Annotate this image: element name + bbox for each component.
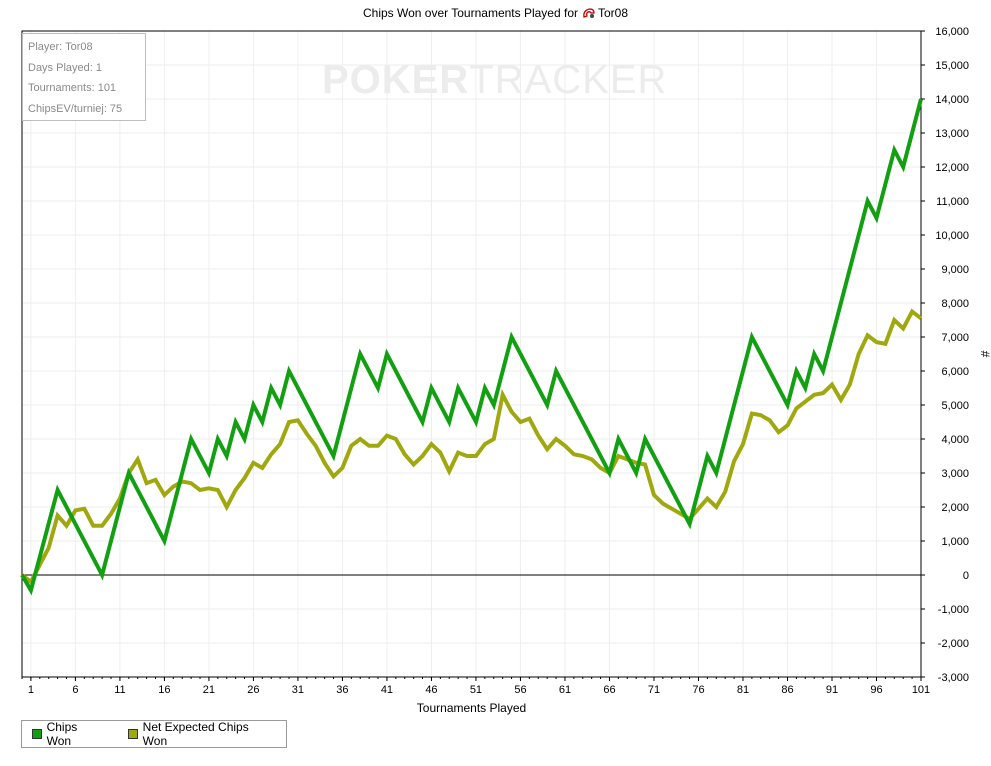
y-tick-label: 13,000 [935, 128, 969, 140]
x-tick-label: 66 [603, 684, 615, 696]
chart-title-text: Chips Won over Tournaments Played for [362, 6, 578, 20]
y-tick-label: 0 [963, 570, 969, 582]
watermark-bold: POKER [322, 58, 470, 102]
y-tick-label: 15,000 [935, 60, 969, 72]
y-tick-label: 12,000 [935, 162, 969, 174]
plot-border [21, 30, 922, 678]
series-line-chips-won [20, 98, 923, 596]
legend-label-chips-won: Chips Won [46, 720, 78, 748]
series-group [20, 98, 923, 596]
y-tick-label: 16,000 [935, 26, 969, 38]
x-tick-label: 21 [203, 684, 215, 696]
info-days-played: Days Played: 1 [28, 61, 102, 74]
axes [21, 30, 925, 681]
x-tick-label: 56 [514, 684, 526, 696]
y-tick-label: -1,000 [938, 604, 969, 616]
chart-title: Chips Won over Tournaments Played for Tor… [0, 6, 991, 22]
x-tick-label: 16 [158, 684, 170, 696]
x-axis-label: Tournaments Played [417, 701, 526, 715]
legend-label-net-expected: Net Expected Chips Won [142, 720, 249, 748]
x-tick-label: 46 [425, 684, 437, 696]
pokertracker-watermark: POKERTRACKER [322, 58, 667, 103]
x-tick-label: 11 [114, 684, 125, 696]
info-tournaments: Tournaments: 101 [28, 82, 117, 94]
tick-labels: -3,000 -2,000 -1,000 0 1,000 2,000 3,000 4,000 5… [28, 26, 991, 715]
legend-swatch-chips-won [32, 729, 42, 739]
x-tick-label: 61 [559, 684, 571, 696]
x-tick-label: 96 [870, 684, 882, 696]
x-tick-label: 71 [648, 684, 660, 696]
y-axis-label: # [978, 351, 991, 358]
y-tick-label: 14,000 [935, 94, 969, 106]
info-chipsev: ChipsEV/turniej: 75 [28, 102, 123, 115]
chart-title-player: Tor08 [597, 6, 629, 20]
legend: Chips Won Net Expected Chips Won [21, 720, 287, 748]
y-tick-label: -3,000 [938, 672, 969, 684]
x-tick-label: 36 [336, 684, 348, 696]
x-tick-label: 31 [292, 684, 304, 696]
watermark-thin: TRACKER [469, 58, 668, 102]
series-line-net-expected [20, 308, 923, 585]
y-tick-label: 9,000 [941, 264, 969, 276]
y-tick-label: 10,000 [935, 230, 969, 242]
x-tick-label: 6 [72, 684, 78, 696]
info-player: Player: Tor08 [28, 41, 93, 53]
y-tick-label: 5,000 [941, 400, 969, 412]
y-tick-label: 3,000 [941, 468, 969, 480]
y-tick-label: 6,000 [941, 366, 969, 378]
legend-item-chips-won: Chips Won [32, 720, 102, 748]
legend-swatch-net-expected [128, 729, 138, 739]
y-tick-label: 11,000 [936, 196, 969, 208]
x-tick-label: 51 [470, 684, 482, 696]
x-tick-label: 76 [692, 684, 704, 696]
x-tick-label: 81 [737, 684, 749, 696]
legend-item-net-expected: Net Expected Chips Won [128, 720, 270, 748]
x-tick-label: 86 [781, 684, 793, 696]
y-tick-label: 1,000 [941, 536, 969, 548]
y-tick-label: 4,000 [941, 434, 969, 446]
y-tick-label: -2,000 [938, 638, 969, 650]
y-tick-label: 7,000 [941, 332, 969, 344]
y-tick-label: 8,000 [941, 298, 969, 310]
player-icon [582, 7, 596, 22]
grid [22, 30, 922, 678]
x-tick-label: 41 [381, 684, 393, 696]
x-tick-label: 26 [247, 684, 259, 696]
x-tick-label: 1 [28, 684, 34, 696]
x-tick-label: 91 [826, 684, 838, 696]
y-tick-label: 2,000 [941, 502, 969, 514]
x-tick-label: 101 [912, 684, 930, 696]
player-info-box: Player: Tor08 Days Played: 1 Tournaments… [22, 33, 146, 121]
